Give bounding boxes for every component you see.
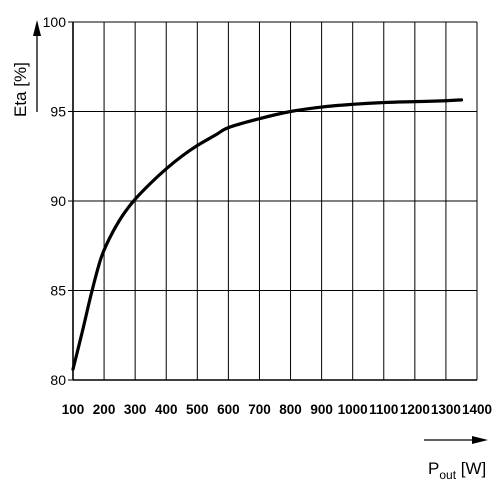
x-tick-label: 300 bbox=[124, 402, 147, 417]
x-tick-label: 1300 bbox=[431, 402, 461, 417]
x-tick-labels: 100 200 300 400 500 600 700 800 900 1000 1100 1200 1… bbox=[62, 402, 492, 417]
x-tick-label: 600 bbox=[217, 402, 240, 417]
y-tick-label: 90 bbox=[50, 193, 66, 209]
x-tick-label: 1100 bbox=[369, 402, 398, 417]
x-axis-label-sub: out bbox=[439, 468, 456, 482]
x-axis-label-unit: [W] bbox=[456, 459, 486, 478]
x-tick-label: 800 bbox=[279, 402, 302, 417]
x-tick-label: 700 bbox=[248, 402, 271, 417]
x-tick-label: 100 bbox=[62, 402, 85, 417]
x-tick-label: 400 bbox=[155, 402, 178, 417]
grid-lines bbox=[68, 21, 478, 381]
y-axis-label: Eta [%] bbox=[11, 62, 30, 117]
x-tick-label: 200 bbox=[93, 402, 116, 417]
y-tick-label: 95 bbox=[50, 104, 66, 120]
y-tick-labels: 80 85 90 95 100 bbox=[43, 14, 67, 388]
y-tick-label: 80 bbox=[50, 372, 66, 388]
y-axis-arrowhead bbox=[33, 20, 41, 36]
x-tick-label: 1000 bbox=[338, 402, 368, 417]
x-axis-label: Pout [W] bbox=[428, 459, 486, 482]
x-tick-label: 900 bbox=[310, 402, 333, 417]
x-tick-label: 1400 bbox=[462, 402, 492, 417]
x-axis-label-base: P bbox=[428, 459, 439, 478]
x-axis-title: Pout [W] bbox=[424, 436, 488, 482]
x-axis-arrowhead bbox=[472, 436, 488, 444]
efficiency-curve bbox=[71, 98, 464, 371]
y-axis-title: Eta [%] bbox=[11, 20, 41, 117]
y-tick-label: 100 bbox=[43, 14, 67, 30]
y-tick-label: 85 bbox=[50, 283, 66, 299]
x-tick-label: 1200 bbox=[400, 402, 430, 417]
x-tick-label: 500 bbox=[186, 402, 209, 417]
